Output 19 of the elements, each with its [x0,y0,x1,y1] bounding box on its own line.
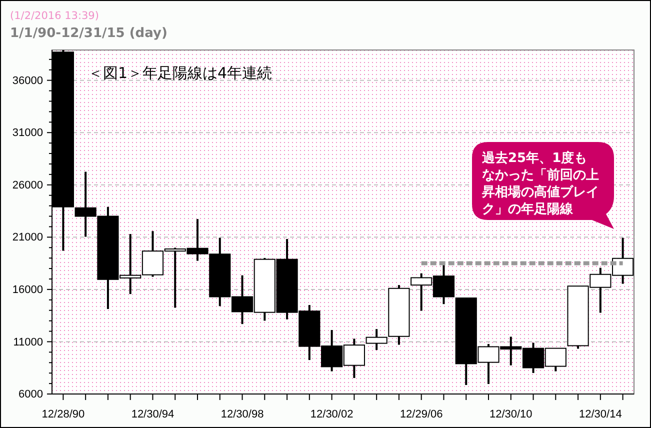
y-tick-label: 16000 [12,284,43,296]
chart-title: 1/1/90-12/31/15 (day) [10,26,168,41]
x-tick-label: 12/30/94 [131,408,174,420]
x-tick-label: 12/29/06 [400,408,443,420]
candlestick [366,328,388,351]
y-tick-label: 11000 [13,336,43,348]
annotation: ＜図1＞年足陽線は4年連続 [88,64,272,82]
x-tick-label: 12/28/90 [42,408,85,420]
y-tick-label: 21000 [12,232,43,244]
chart-subtitle: (1/2/2016 13:39) [10,10,99,22]
x-tick-label: 12/30/10 [489,408,532,420]
annotation: 過去25年、1度もなかった「前回の上昇相場の高値ブレイク」の年足陽線 [481,150,599,217]
x-tick-label: 12/30/14 [579,408,622,420]
x-tick-label: 12/30/02 [310,408,354,420]
y-tick-label: 36000 [12,74,43,87]
x-tick-label: 12/30/98 [220,408,264,420]
y-tick-label: 31000 [12,127,43,140]
y-tick-label: 26000 [12,179,43,192]
y-tick-label: 6000 [18,388,43,401]
